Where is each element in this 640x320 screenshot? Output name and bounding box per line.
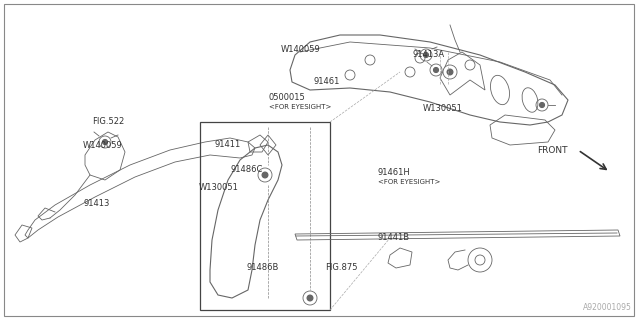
Text: W140059: W140059 (280, 45, 320, 54)
Circle shape (303, 291, 317, 305)
Text: W130051: W130051 (198, 183, 238, 192)
Text: 91486C: 91486C (230, 165, 263, 174)
Text: FIG.522: FIG.522 (93, 117, 125, 126)
Circle shape (540, 103, 545, 108)
Bar (200, 122, 330, 310)
Text: 91413A: 91413A (413, 50, 445, 59)
Text: FRONT: FRONT (538, 146, 568, 155)
Circle shape (258, 168, 272, 182)
Circle shape (430, 64, 442, 76)
Text: 91486B: 91486B (246, 263, 279, 272)
Text: 91461: 91461 (314, 77, 340, 86)
Circle shape (420, 49, 432, 61)
Text: 91441B: 91441B (378, 233, 410, 242)
Text: 91411: 91411 (214, 140, 241, 148)
Circle shape (424, 52, 428, 57)
Text: FIG.875: FIG.875 (325, 263, 358, 272)
Text: 91461H: 91461H (378, 168, 410, 177)
Circle shape (262, 172, 268, 178)
Text: <FOR EYESIGHT>: <FOR EYESIGHT> (269, 104, 331, 110)
Text: 0500015: 0500015 (269, 93, 305, 102)
Text: W130051: W130051 (422, 104, 462, 113)
Circle shape (102, 140, 108, 144)
Circle shape (99, 136, 111, 148)
Text: <FOR EYESIGHT>: <FOR EYESIGHT> (378, 179, 440, 185)
Circle shape (307, 295, 313, 301)
Text: A920001095: A920001095 (583, 303, 632, 312)
Circle shape (434, 68, 438, 72)
Text: 91413: 91413 (83, 199, 109, 208)
Circle shape (443, 65, 457, 79)
Circle shape (536, 99, 548, 111)
Text: W140059: W140059 (83, 141, 123, 150)
Circle shape (447, 69, 453, 75)
